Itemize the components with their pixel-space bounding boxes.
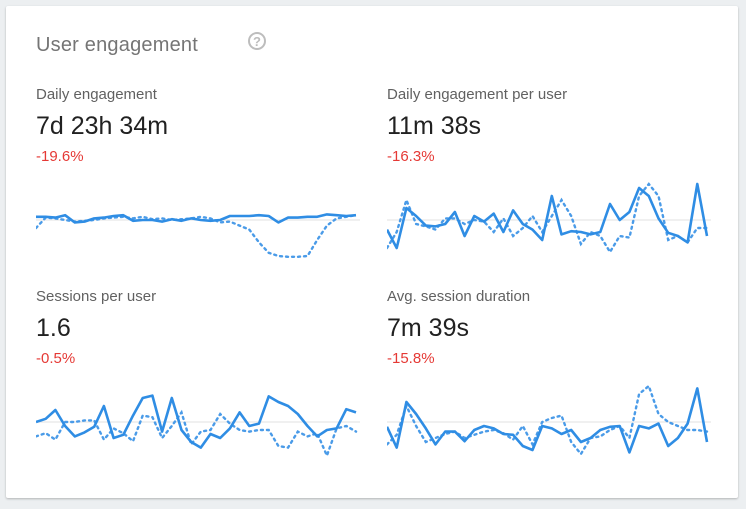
metric-change: -19.6%: [36, 148, 84, 165]
metric-value: 7m 39s: [387, 314, 469, 342]
metric-label: Daily engagement per user: [387, 86, 568, 103]
metric-daily-engagement[interactable]: Daily engagement 7d 23h 34m -19.6%: [36, 86, 366, 276]
metric-avg-session-duration[interactable]: Avg. session duration 7m 39s -15.8%: [387, 288, 717, 478]
metric-value: 1.6: [36, 314, 71, 342]
current-period-line: [36, 394, 357, 449]
metric-daily-engagement-per-user[interactable]: Daily engagement per user 11m 38s -16.3%: [387, 86, 717, 276]
metric-label: Daily engagement: [36, 86, 157, 103]
help-icon[interactable]: ?: [248, 32, 266, 50]
card-header: User engagement ?: [36, 32, 266, 57]
current-period-line: [387, 182, 709, 250]
sparkline-sessions-per-user: [36, 394, 360, 459]
sparkline-daily-engagement: [36, 213, 360, 259]
metric-label: Avg. session duration: [387, 288, 531, 305]
metric-change: -16.3%: [387, 148, 435, 165]
metric-change: -15.8%: [387, 350, 435, 367]
metric-label: Sessions per user: [36, 288, 157, 305]
metric-value: 7d 23h 34m: [36, 112, 169, 140]
user-engagement-card: User engagement ? Daily engagement 7d 23…: [6, 6, 738, 498]
previous-period-line: [387, 383, 709, 457]
current-period-line: [36, 213, 357, 224]
sparkline-avg-session-duration: [387, 383, 711, 457]
metric-sessions-per-user[interactable]: Sessions per user 1.6 -0.5%: [36, 288, 366, 478]
current-period-line: [387, 387, 709, 454]
metric-value: 11m 38s: [387, 112, 482, 140]
previous-period-line: [36, 409, 358, 459]
previous-period-line: [387, 182, 709, 255]
card-title: User engagement: [36, 34, 198, 56]
sparkline-daily-engagement-per-user: [387, 182, 711, 255]
metric-change: -0.5%: [36, 350, 76, 367]
